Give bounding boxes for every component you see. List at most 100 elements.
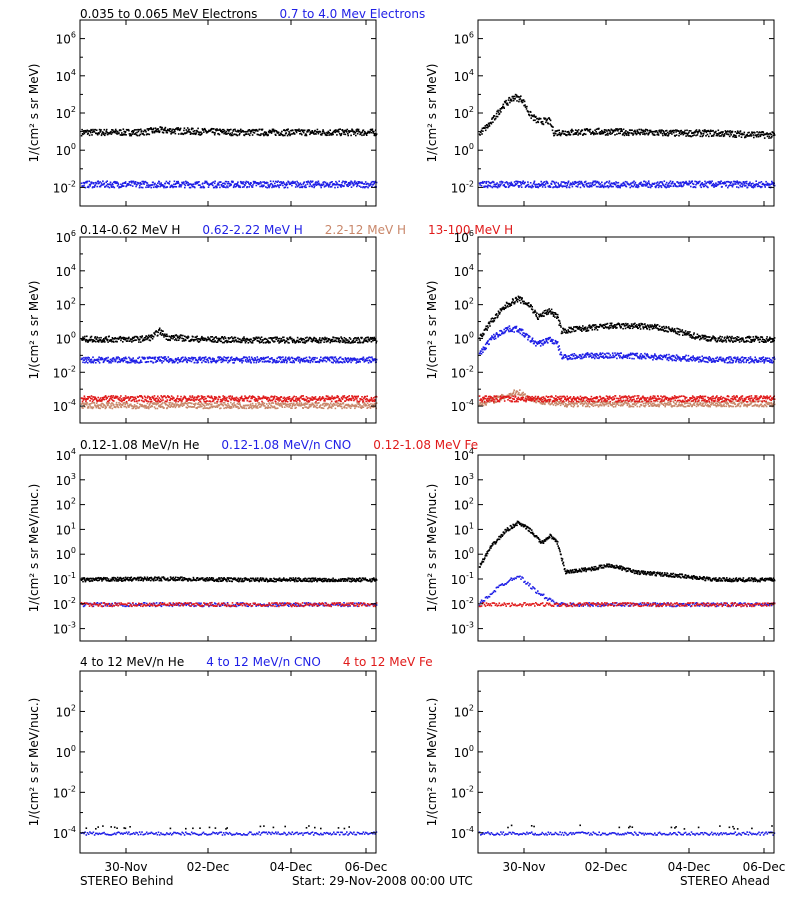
- data-point: [563, 181, 565, 183]
- data-point: [222, 358, 224, 360]
- data-point: [313, 337, 316, 339]
- data-point: [345, 181, 348, 183]
- data-point: [711, 134, 713, 137]
- data-point: [653, 133, 655, 136]
- data-point: [88, 395, 91, 398]
- data-point: [232, 405, 234, 407]
- data-point: [292, 403, 294, 406]
- data-point: [744, 185, 746, 187]
- data-point: [763, 133, 765, 135]
- data-point: [197, 341, 200, 343]
- data-point: [727, 133, 730, 136]
- data-point: [138, 128, 140, 131]
- row-title-3: 0.12-1.08 MeV/n He 0.12-1.08 MeV/n CNO 0.1…: [80, 438, 478, 452]
- data-point: [280, 396, 283, 398]
- data-point: [235, 339, 237, 341]
- data-point: [324, 402, 326, 405]
- y-tick-label: 102: [454, 105, 474, 121]
- series-blue: [80, 356, 378, 364]
- data-point: [366, 407, 368, 409]
- data-point: [197, 338, 199, 340]
- data-point: [638, 132, 641, 135]
- data-point: [286, 358, 289, 360]
- data-point: [218, 404, 221, 407]
- data-point: [135, 407, 137, 410]
- data-point: [613, 182, 615, 184]
- data-point: [614, 134, 616, 136]
- data-point: [490, 185, 492, 188]
- data-point: [229, 397, 231, 400]
- data-point: [213, 398, 215, 400]
- data-point: [224, 337, 227, 339]
- data-point: [566, 131, 569, 133]
- data-point: [576, 186, 579, 188]
- data-point: [263, 341, 265, 344]
- data-point: [80, 358, 83, 361]
- data-point: [343, 360, 346, 363]
- data-point: [289, 398, 291, 400]
- data-point: [109, 405, 111, 408]
- data-point: [122, 360, 125, 363]
- data-point: [256, 398, 258, 400]
- data-point: [268, 403, 271, 405]
- data-point: [244, 130, 246, 133]
- data-point: [127, 361, 130, 364]
- data-point: [147, 184, 150, 186]
- data-point: [146, 182, 149, 184]
- data-point: [281, 340, 284, 342]
- data-point: [104, 336, 107, 339]
- data-point: [185, 180, 187, 183]
- data-point: [283, 360, 285, 362]
- data-point: [569, 133, 572, 136]
- data-point: [353, 338, 355, 340]
- data-point: [120, 339, 122, 342]
- data-point: [187, 399, 190, 401]
- data-point: [330, 356, 332, 358]
- data-point: [233, 359, 236, 362]
- data-point: [163, 356, 166, 358]
- data-point: [373, 339, 375, 341]
- data-point: [187, 336, 190, 338]
- data-point: [205, 339, 207, 341]
- data-point: [111, 340, 113, 343]
- data-point: [355, 405, 357, 408]
- data-point: [183, 127, 186, 129]
- title-part: 0.12-1.08 MeV/n CNO: [221, 438, 351, 452]
- data-point: [85, 401, 88, 404]
- data-point: [290, 400, 292, 402]
- data-point: [153, 406, 156, 408]
- data-point: [155, 129, 157, 132]
- data-point: [315, 400, 317, 403]
- data-points: [80, 327, 378, 410]
- data-point: [99, 407, 101, 410]
- data-point: [221, 128, 224, 131]
- data-point: [242, 337, 244, 340]
- data-point: [493, 185, 496, 188]
- data-point: [191, 357, 194, 359]
- data-point: [339, 184, 341, 186]
- data-point: [183, 404, 185, 406]
- data-point: [361, 181, 363, 183]
- data-point: [223, 356, 225, 358]
- data-point: [515, 96, 517, 98]
- data-point: [143, 404, 146, 407]
- data-point: [300, 402, 303, 404]
- data-point: [558, 185, 561, 187]
- data-point: [282, 397, 285, 400]
- data-point: [710, 130, 712, 132]
- data-point: [260, 182, 262, 184]
- data-point: [199, 400, 202, 403]
- data-point: [223, 186, 226, 188]
- data-point: [526, 184, 529, 186]
- data-point: [178, 405, 181, 408]
- data-point: [190, 402, 192, 404]
- data-point: [346, 341, 349, 344]
- data-point: [519, 181, 522, 183]
- data-point: [218, 357, 221, 360]
- data-point: [369, 130, 371, 133]
- data-point: [243, 406, 245, 408]
- data-point: [735, 136, 738, 138]
- data-point: [196, 396, 199, 398]
- data-point: [246, 357, 249, 359]
- data-point: [96, 399, 99, 402]
